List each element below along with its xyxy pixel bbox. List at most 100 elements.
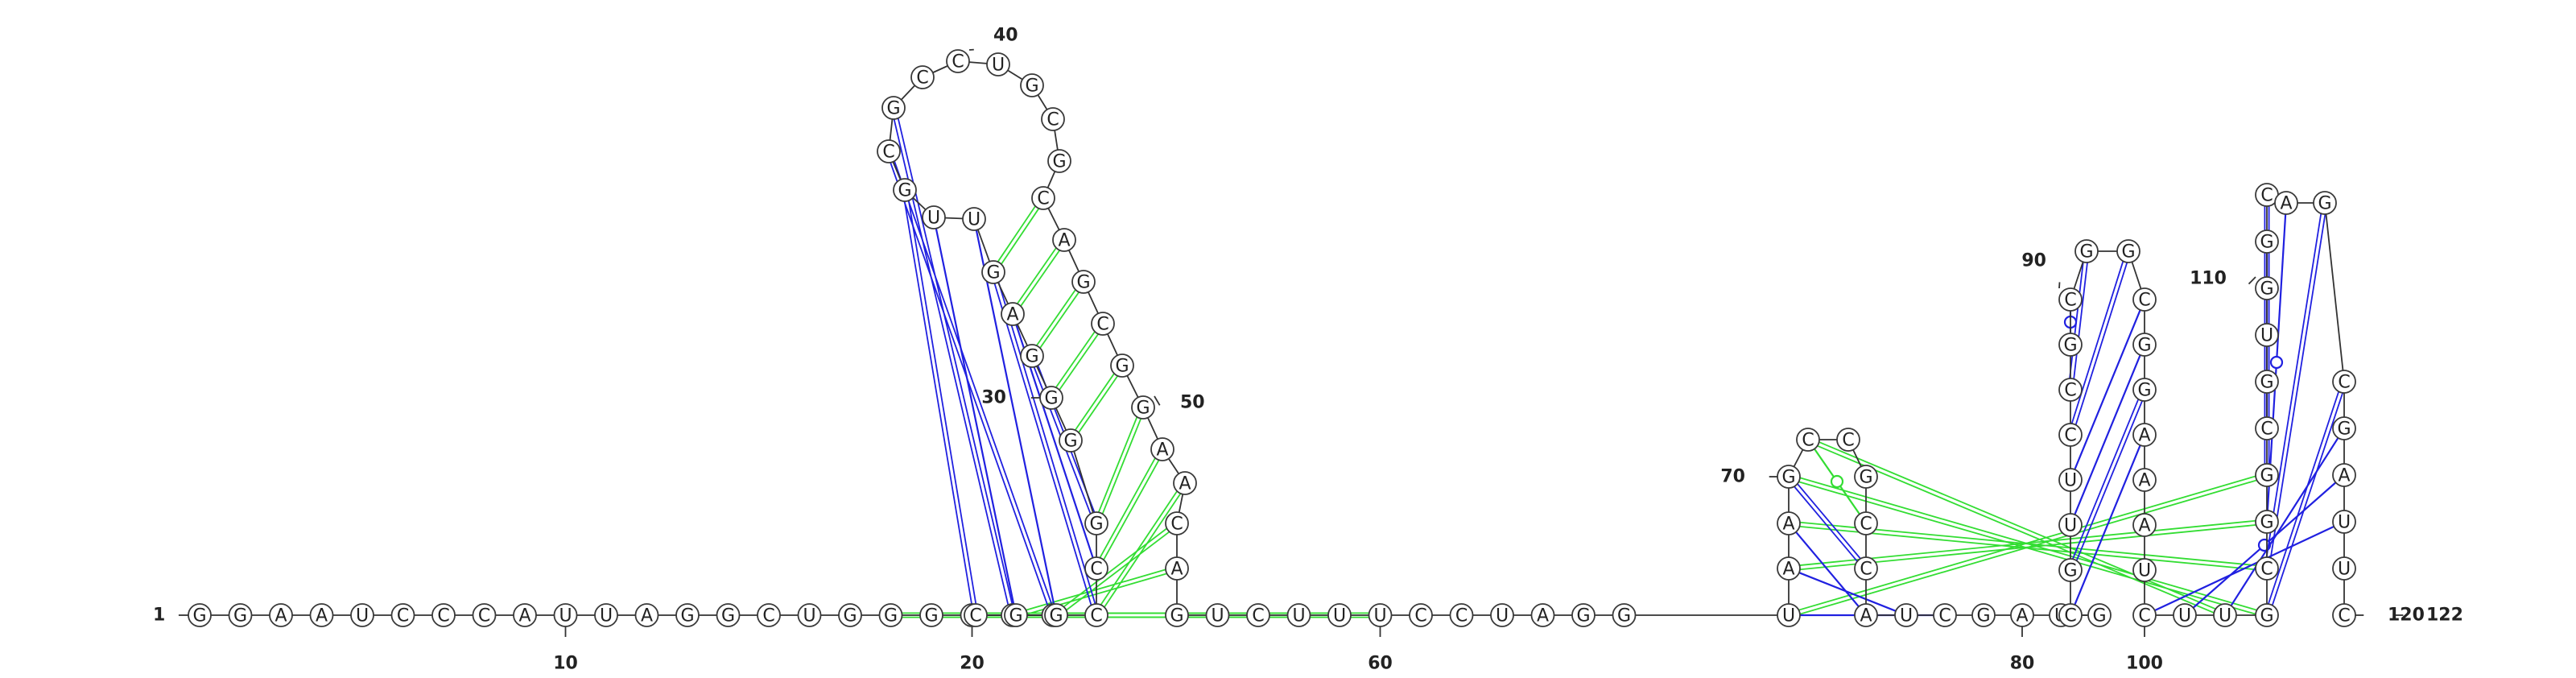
nucleotide-letter: U xyxy=(2138,561,2151,581)
nucleotide: U xyxy=(1328,604,1351,626)
nucleotide-letter: G xyxy=(1781,468,1795,488)
nucleotide: G xyxy=(882,97,905,119)
nucleotide: U xyxy=(1207,604,1229,626)
nucleotide-letter: A xyxy=(2138,426,2150,446)
nucleotide-letter: G xyxy=(1170,606,1183,626)
nucleotide: C xyxy=(2333,370,2355,393)
nucleotide-letter: G xyxy=(1025,347,1038,367)
nucleotide: C xyxy=(473,604,496,626)
nucleotide: A xyxy=(1001,303,1024,325)
nucleotide: G xyxy=(839,604,861,626)
nucleotide-letter: A xyxy=(2338,466,2350,486)
nucleotide: G xyxy=(2333,417,2355,440)
au-pair-line xyxy=(2074,310,2140,469)
nucleotide: G xyxy=(1572,604,1595,626)
nucleotide-letter: C xyxy=(2064,426,2076,446)
nucleotide-letter: A xyxy=(1860,606,1872,626)
nucleotide-letter: U xyxy=(1333,606,1346,626)
nucleotide: A xyxy=(311,604,333,626)
nucleotide: C xyxy=(1410,604,1432,626)
nucleotide-letter: C xyxy=(952,52,964,72)
nucleotide: G xyxy=(2059,559,2082,581)
nucleotide-letter: A xyxy=(316,606,328,626)
nucleotide-letter: G xyxy=(233,606,247,626)
nucleotide: C xyxy=(432,604,455,626)
nucleotide-letter: U xyxy=(1211,606,1224,626)
nucleotide: U xyxy=(2133,559,2156,581)
nucleotide: A xyxy=(1174,472,1196,494)
nucleotide-letter: C xyxy=(2338,606,2350,626)
nucleotide: G xyxy=(1021,74,1043,97)
nucleotide-letter: G xyxy=(1859,468,1872,488)
nucleotide-letter: G xyxy=(1009,606,1022,626)
position-number: 60 xyxy=(1368,654,1393,674)
nucleotide-letter: G xyxy=(2121,242,2135,263)
nucleotide: G xyxy=(880,604,902,626)
nucleotide-letter: G xyxy=(1063,432,1077,452)
nucleotide-letter: A xyxy=(275,606,287,626)
nucleotide: U xyxy=(2174,604,2196,626)
nucleotide: C xyxy=(964,604,987,626)
nucleotide: G xyxy=(2133,378,2156,401)
wobble-pair xyxy=(2194,482,2336,608)
nucleotide: C xyxy=(392,604,415,626)
nucleotide: C xyxy=(2059,604,2082,626)
nucleotide-letter: C xyxy=(1090,560,1102,580)
nucleotide: C xyxy=(1451,604,1473,626)
nucleotide-letter: G xyxy=(886,99,900,119)
nucleotide-letter: C xyxy=(478,606,490,626)
nucleotide: A xyxy=(2333,464,2355,486)
nucleotide: G xyxy=(2256,370,2278,393)
nucleotide: G xyxy=(920,604,943,626)
au-pair-line xyxy=(2074,355,2140,515)
nucleotide-letter: U xyxy=(2338,513,2351,533)
nucleotide-letter: G xyxy=(192,606,206,626)
nucleotide-letter: G xyxy=(1025,76,1038,97)
pseudoknot-layer xyxy=(902,206,2257,617)
nucleotide-letter: G xyxy=(2063,561,2077,581)
nucleotide-letter: C xyxy=(2260,420,2273,440)
nucleotide: C xyxy=(1855,512,1877,535)
nucleotide-letter: C xyxy=(1252,606,1264,626)
nucleotide: U xyxy=(555,604,577,626)
nucleotide-letter: C xyxy=(1414,606,1426,626)
nucleotide: G xyxy=(2256,464,2278,486)
nucleotide: A xyxy=(1532,604,1554,626)
nucleotide-letter: G xyxy=(680,606,694,626)
nucleotide-letter: C xyxy=(2338,373,2350,393)
nucleotide-letter: U xyxy=(2219,606,2231,626)
nucleotide: G xyxy=(1613,604,1636,626)
nucleotide-letter: U xyxy=(356,606,369,626)
nucleotide-letter: C xyxy=(1938,606,1951,626)
nucleotide-letter: G xyxy=(1052,152,1066,172)
nucleotide-letter: C xyxy=(916,68,928,89)
nucleotide: C xyxy=(2133,604,2156,626)
backbone-segment xyxy=(2325,203,2344,382)
nucleotide: U xyxy=(2256,324,2278,346)
nucleotide-letter: A xyxy=(1156,440,1168,461)
nucleotide-letter: C xyxy=(1046,110,1059,130)
nucleotide: A xyxy=(1855,604,1877,626)
number-tick xyxy=(1154,396,1160,405)
nucleotide-letter: G xyxy=(1115,357,1129,377)
nucleotide-letter: U xyxy=(2260,326,2273,346)
number-tick xyxy=(2059,282,2060,288)
nucleotide-letter: G xyxy=(2092,606,2106,626)
nucleotide: G xyxy=(1005,604,1027,626)
nucleotide-letter: C xyxy=(1860,560,1872,580)
nucleotide: A xyxy=(1151,438,1174,461)
nucleotide: C xyxy=(1032,187,1055,209)
nucleotide: C xyxy=(911,66,934,89)
pseudoknot-pair-line xyxy=(1037,290,1079,348)
nucleotide: G xyxy=(1132,396,1154,419)
nucleotide: G xyxy=(2256,277,2278,300)
nucleotide-letter: G xyxy=(1136,399,1150,419)
nucleotide-letter: G xyxy=(2260,279,2273,300)
nucleotide-letter: C xyxy=(969,606,981,626)
nucleotide-letter: A xyxy=(2016,606,2028,626)
position-number: 80 xyxy=(2010,654,2035,674)
nucleotide: G xyxy=(2075,240,2098,263)
nucleotide-letter: G xyxy=(2260,606,2273,626)
